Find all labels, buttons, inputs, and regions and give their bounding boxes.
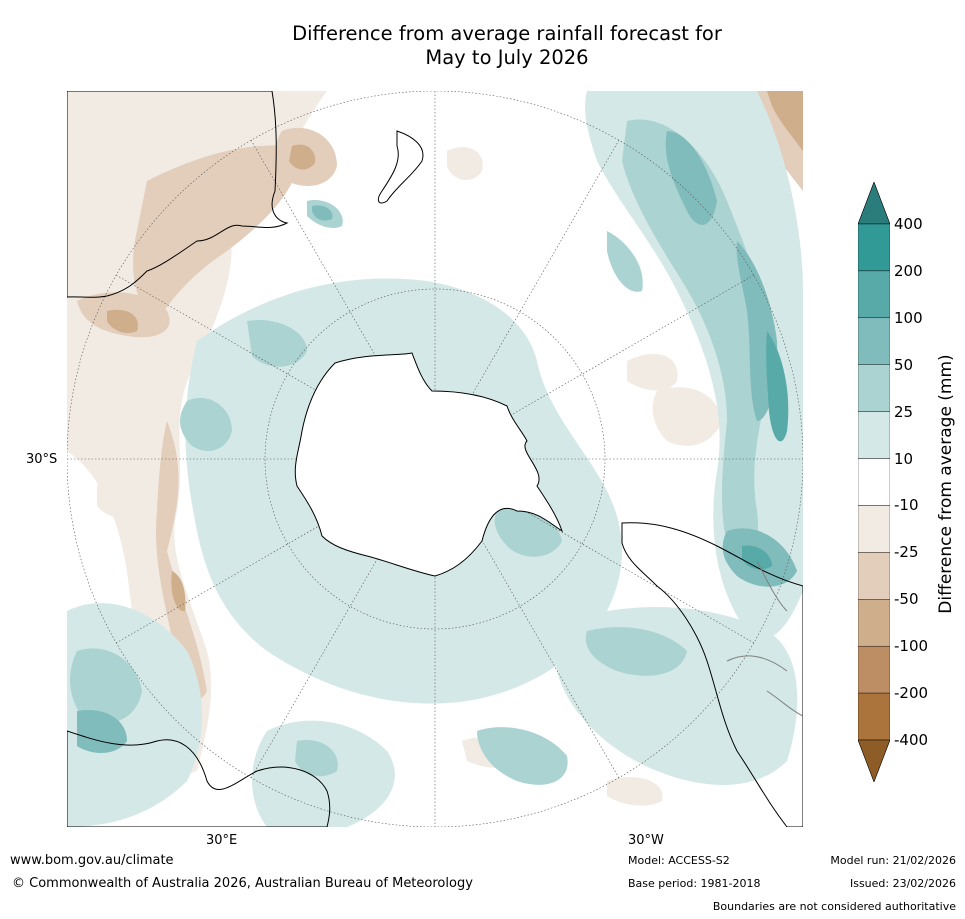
longitude-label-east: 30°E — [206, 833, 238, 848]
australia-coastline — [67, 91, 289, 298]
rainfall-map — [67, 91, 803, 827]
colorbar — [858, 182, 890, 782]
colorbar-band — [858, 317, 890, 365]
colorbar-band — [858, 270, 890, 319]
new-zealand-coastline — [377, 130, 424, 204]
footer-model-run: Model run: 21/02/2026 — [830, 854, 956, 867]
country-borders — [726, 560, 803, 717]
colorbar-band — [858, 364, 890, 412]
colorbar-tick-label: 200 — [894, 261, 923, 280]
footer-disclaimer: Boundaries are not considered authoritat… — [712, 900, 956, 913]
colorbar-tick-label: -25 — [894, 543, 919, 562]
colorbar-tick-label: -10 — [894, 496, 919, 515]
colorbar-band — [858, 458, 890, 506]
footer-copyright: © Commonwealth of Australia 2026, Austra… — [12, 876, 473, 891]
colorbar-band — [858, 645, 890, 694]
title-line-1: Difference from average rainfall forecas… — [292, 22, 722, 45]
colorbar-extend-top — [858, 182, 890, 225]
colorbar-band — [858, 599, 890, 647]
colorbar-tick-label: -200 — [894, 684, 929, 703]
colorbar-band — [858, 692, 890, 741]
colorbar-extend-bottom — [858, 739, 890, 782]
colorbar-label: Difference from average (mm) — [936, 354, 956, 614]
colorbar-tick-label: 100 — [894, 308, 923, 327]
map-title: Difference from average rainfall forecas… — [0, 22, 965, 70]
southern-africa-coastline — [67, 730, 331, 827]
longitude-label-west: 30°W — [628, 833, 664, 848]
south-america-coastline — [621, 522, 803, 827]
colorbar-tick-label: -50 — [894, 590, 919, 609]
antarctica-coastline — [294, 352, 563, 577]
footer-base-period: Base period: 1981-2018 — [628, 877, 761, 890]
footer-issued: Issued: 23/02/2026 — [849, 877, 956, 890]
colorbar-tick-label: 50 — [894, 355, 914, 374]
title-line-2: May to July 2026 — [425, 46, 589, 69]
colorbar-tick-label: -400 — [894, 731, 929, 749]
colorbar-band — [858, 411, 890, 459]
colorbar-band — [858, 223, 890, 272]
colorbar-tick-label: -100 — [894, 637, 929, 656]
colorbar-tick-label: 10 — [894, 449, 914, 468]
colorbar-tick-label: 25 — [894, 402, 914, 421]
footer-url: www.bom.gov.au/climate — [10, 853, 174, 868]
colorbar-band — [858, 505, 890, 553]
footer-model: Model: ACCESS-S2 — [628, 854, 730, 867]
colorbar-band — [858, 552, 890, 600]
latitude-label: 30°S — [26, 452, 58, 467]
colorbar-tick-label: 400 — [894, 215, 923, 233]
